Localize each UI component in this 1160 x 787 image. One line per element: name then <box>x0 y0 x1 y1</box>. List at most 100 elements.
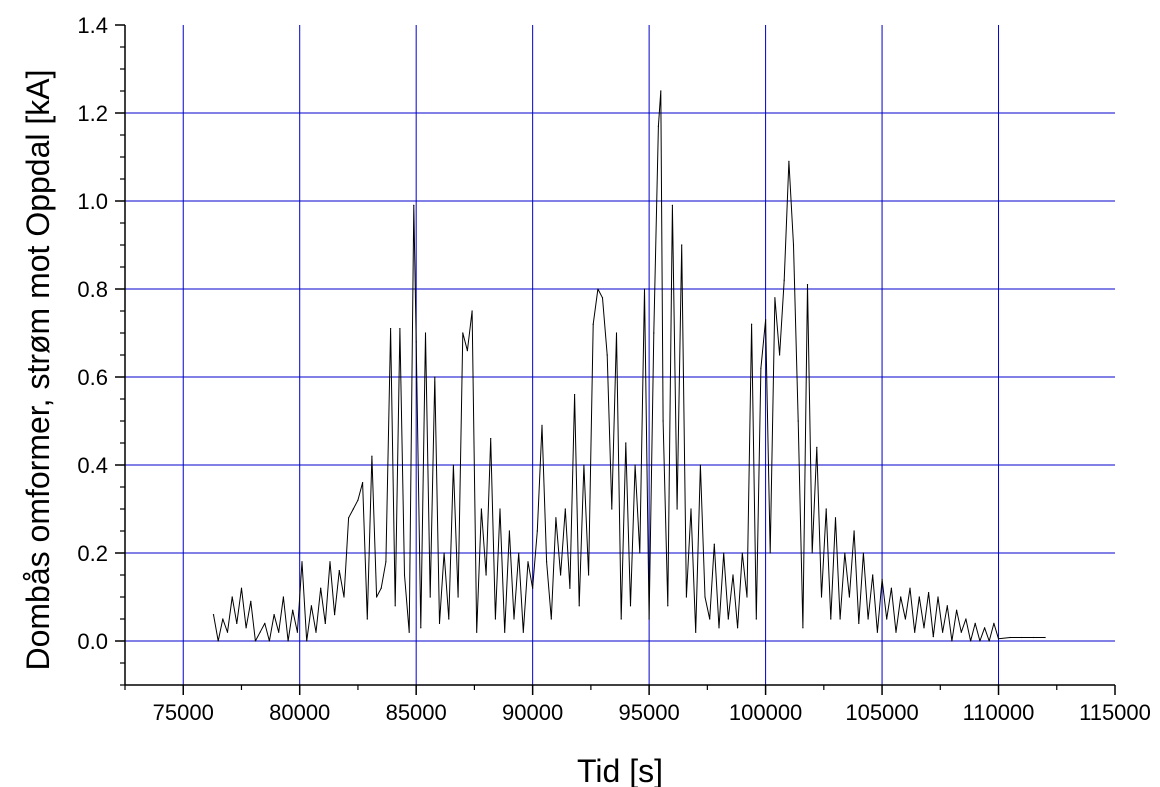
data-point <box>394 605 396 607</box>
data-point <box>597 288 599 290</box>
data-point <box>315 631 317 633</box>
data-point <box>592 323 594 325</box>
data-point <box>301 561 303 563</box>
data-point <box>306 640 308 642</box>
data-point <box>918 596 920 598</box>
data-point <box>844 552 846 554</box>
data-point <box>737 627 739 629</box>
data-point <box>268 640 270 642</box>
data-point <box>376 596 378 598</box>
data-point <box>699 464 702 466</box>
data-point <box>643 288 646 290</box>
data-point <box>532 587 534 589</box>
data-point <box>620 618 622 620</box>
data-point <box>546 561 548 563</box>
data-point <box>471 310 473 312</box>
data-point <box>348 517 350 519</box>
data-point <box>769 552 771 554</box>
data-point <box>988 640 990 642</box>
x-tick-label: 75000 <box>153 700 214 725</box>
data-point <box>448 618 450 620</box>
data-point <box>282 596 284 598</box>
data-point <box>278 631 280 633</box>
data-point <box>462 332 464 334</box>
data-point <box>942 631 944 633</box>
data-point <box>848 596 851 598</box>
data-point <box>420 627 422 629</box>
data-point <box>872 574 874 576</box>
data-point <box>867 618 869 620</box>
data-point <box>408 631 410 633</box>
series-layer <box>212 90 1046 642</box>
data-point <box>324 622 326 625</box>
y-tick-label: 0.0 <box>77 629 108 654</box>
data-point <box>695 631 697 633</box>
data-point <box>797 420 799 422</box>
y-tick-label: 1.0 <box>77 189 108 214</box>
data-point <box>457 596 459 598</box>
data-point <box>755 618 757 620</box>
data-point <box>914 631 916 633</box>
data-point <box>830 618 832 620</box>
data-point <box>1044 636 1046 639</box>
data-point <box>862 552 865 554</box>
data-point <box>774 297 776 299</box>
data-point <box>660 90 662 92</box>
data-point <box>443 552 445 554</box>
data-point <box>494 618 496 620</box>
data-point <box>904 618 907 620</box>
grid-lines <box>125 25 1115 685</box>
y-tick-label: 0.2 <box>77 541 108 566</box>
x-tick-label: 100000 <box>729 700 802 725</box>
data-point <box>825 508 827 510</box>
data-point <box>760 367 762 369</box>
data-point <box>287 640 289 642</box>
data-point <box>667 605 669 607</box>
data-point <box>997 638 1000 640</box>
data-point <box>909 587 911 589</box>
data-point <box>615 332 618 334</box>
data-point <box>485 574 487 576</box>
data-point <box>320 587 322 589</box>
data-point <box>662 420 664 422</box>
data-point <box>853 530 855 532</box>
data-point <box>226 631 229 633</box>
data-point <box>560 574 562 576</box>
data-point <box>583 464 585 466</box>
y-tick-label: 1.4 <box>77 13 108 38</box>
data-point <box>415 341 417 343</box>
data-point <box>1009 636 1011 639</box>
data-point <box>504 631 506 633</box>
data-point <box>292 609 294 611</box>
data-point <box>765 319 767 321</box>
x-tick-label: 95000 <box>619 700 680 725</box>
data-point <box>259 631 261 633</box>
data-point <box>231 596 233 598</box>
data-point <box>690 508 692 510</box>
data-point <box>476 631 478 633</box>
data-point <box>527 561 529 563</box>
data-point <box>890 587 893 589</box>
data-point <box>480 508 482 510</box>
data-point <box>951 640 953 642</box>
data-point <box>751 323 753 325</box>
data-point <box>564 508 566 510</box>
data-point <box>979 640 981 642</box>
data-point <box>413 204 415 206</box>
data-point <box>1032 636 1035 639</box>
data-point <box>424 332 427 334</box>
data-point <box>555 517 557 519</box>
data-point <box>338 570 340 572</box>
x-axis-title: Tid [s] <box>577 753 663 787</box>
x-tick-label: 115000 <box>1079 700 1151 725</box>
data-point <box>273 614 275 616</box>
data-point <box>245 627 247 629</box>
data-point <box>709 618 711 620</box>
data-point <box>648 618 650 620</box>
data-point <box>601 297 604 299</box>
data-point <box>611 508 613 510</box>
data-point <box>588 574 590 576</box>
data-point <box>329 561 331 563</box>
